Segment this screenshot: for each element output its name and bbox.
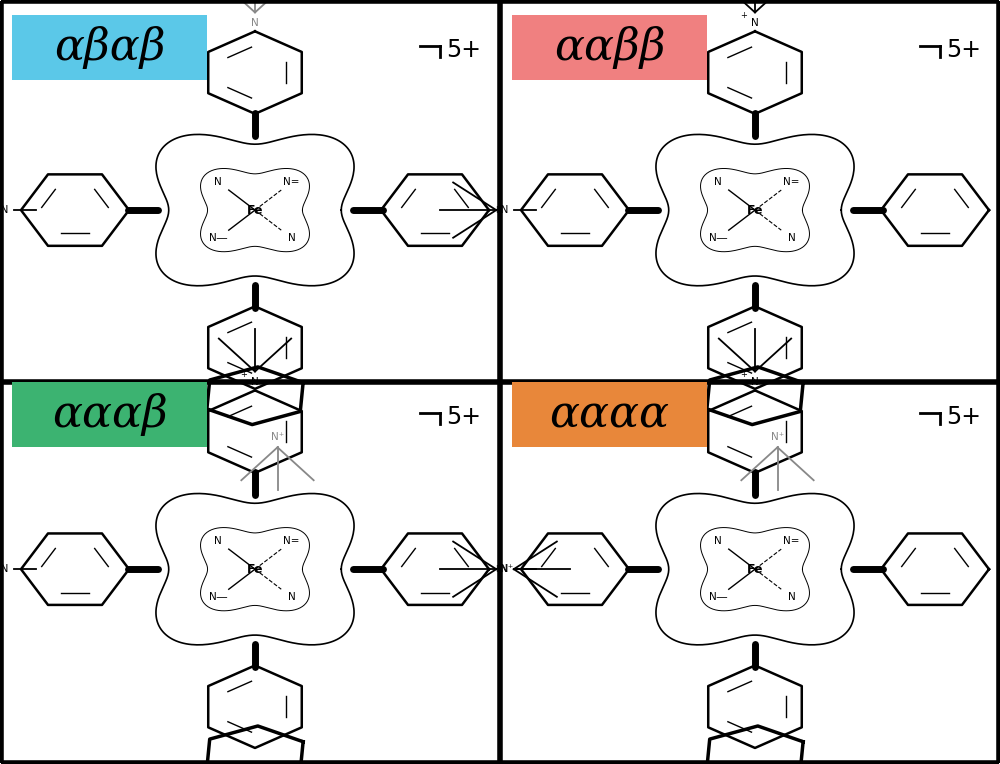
- FancyBboxPatch shape: [512, 382, 707, 447]
- Text: 5+: 5+: [946, 38, 981, 63]
- Text: N―: N―: [209, 592, 227, 602]
- Text: N⁺: N⁺: [771, 432, 784, 442]
- Text: N: N: [251, 377, 259, 387]
- Text: +N: +N: [0, 205, 10, 215]
- Text: N―: N―: [709, 592, 727, 602]
- Text: Fe: Fe: [747, 562, 763, 576]
- Text: +N: +N: [0, 564, 10, 575]
- Text: N: N: [751, 18, 759, 28]
- Text: ααββ: ααββ: [554, 26, 665, 70]
- Text: N―: N―: [209, 233, 227, 243]
- Text: +N: +N: [493, 564, 510, 575]
- Text: N: N: [214, 536, 222, 546]
- Text: N: N: [788, 233, 796, 243]
- Text: αααβ: αααβ: [52, 393, 167, 436]
- Text: N―: N―: [709, 233, 727, 243]
- Text: N=: N=: [284, 177, 300, 187]
- Text: Fe: Fe: [747, 203, 763, 217]
- Text: N: N: [251, 18, 259, 28]
- Text: N: N: [751, 377, 759, 387]
- Text: +: +: [740, 11, 747, 20]
- FancyBboxPatch shape: [12, 382, 207, 447]
- Text: +: +: [240, 370, 247, 379]
- Text: N=: N=: [284, 536, 300, 546]
- Text: +: +: [740, 370, 747, 379]
- Text: N⁺: N⁺: [500, 564, 514, 575]
- FancyBboxPatch shape: [512, 15, 707, 80]
- Text: N: N: [288, 233, 296, 243]
- Text: N: N: [788, 592, 796, 602]
- Text: 5+: 5+: [946, 405, 981, 429]
- Text: N: N: [714, 177, 722, 187]
- Text: N: N: [714, 536, 722, 546]
- Text: N: N: [288, 592, 296, 602]
- Text: N=: N=: [784, 536, 800, 546]
- Text: N=: N=: [784, 177, 800, 187]
- Text: αααα: αααα: [550, 393, 670, 436]
- Text: Fe: Fe: [247, 203, 263, 217]
- Text: αβαβ: αβαβ: [54, 26, 165, 70]
- FancyBboxPatch shape: [12, 15, 207, 80]
- Text: N: N: [214, 177, 222, 187]
- Text: 5+: 5+: [446, 38, 481, 63]
- Text: Fe: Fe: [247, 562, 263, 576]
- Text: 5+: 5+: [446, 405, 481, 429]
- Text: N⁺: N⁺: [271, 432, 284, 442]
- Text: +N: +N: [493, 205, 510, 215]
